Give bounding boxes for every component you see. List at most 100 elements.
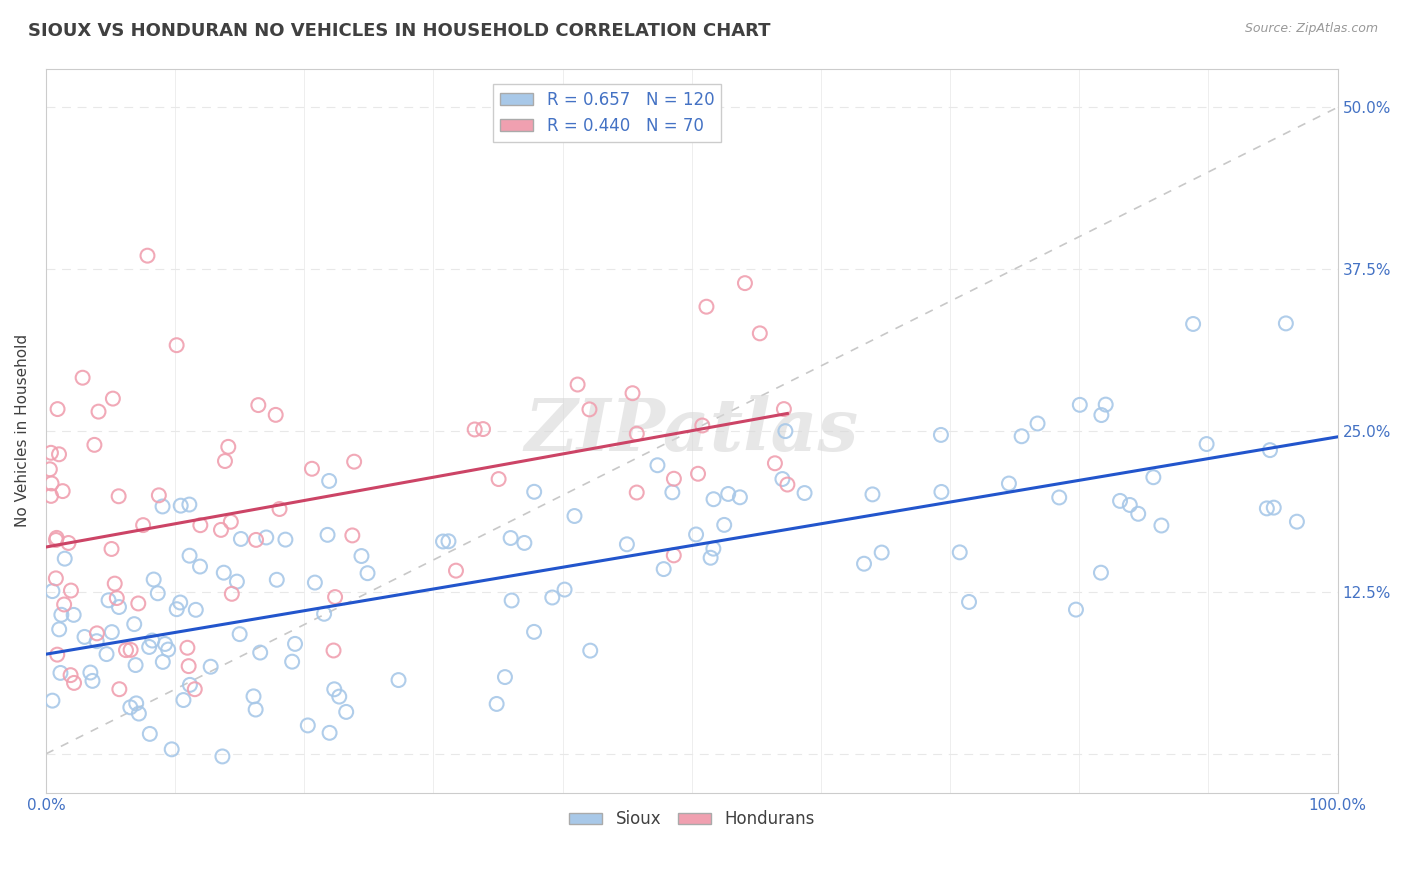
Point [41, 476, 63, 491]
Point [125, 697, 148, 711]
Point [523, 484, 546, 499]
Point [82, 673, 104, 688]
Text: SIOUX VS HONDURAN NO VEHICLES IN HOUSEHOLD CORRELATION CHART: SIOUX VS HONDURAN NO VEHICLES IN HOUSEHO… [28, 22, 770, 40]
Point [108, 682, 131, 697]
Point [245, 533, 267, 547]
Point [485, 697, 508, 711]
Point [59, 668, 82, 682]
Point [166, 338, 188, 352]
Point [702, 541, 724, 556]
Point [734, 276, 756, 290]
Point [179, 549, 201, 563]
Point [748, 326, 770, 341]
Point [229, 532, 252, 546]
Point [567, 377, 589, 392]
Point [219, 515, 242, 529]
Point [713, 517, 735, 532]
Point [146, 586, 169, 600]
Point [853, 557, 876, 571]
Point [127, 597, 149, 611]
Point [45, 533, 67, 547]
Point [124, 658, 146, 673]
Point [626, 485, 648, 500]
Point [45, 531, 67, 545]
Point [499, 531, 522, 545]
Point [870, 545, 893, 559]
Point [662, 549, 685, 563]
Point [322, 643, 344, 657]
Point [63, 676, 86, 690]
Point [242, 690, 264, 704]
Point [793, 486, 815, 500]
Point [73, 630, 96, 644]
Point [97, 593, 120, 607]
Point [101, 625, 124, 640]
Point [770, 472, 793, 486]
Point [269, 502, 291, 516]
Point [1256, 501, 1278, 516]
Point [350, 549, 373, 563]
Point [695, 300, 717, 314]
Point [661, 485, 683, 500]
Point [188, 559, 211, 574]
Point [96, 647, 118, 661]
Point [184, 603, 207, 617]
Point [1064, 602, 1087, 616]
Point [652, 562, 675, 576]
Point [142, 573, 165, 587]
Point [53, 551, 76, 566]
Point [773, 402, 796, 417]
Point [1011, 429, 1033, 443]
Point [776, 477, 799, 491]
Point [513, 536, 536, 550]
Point [523, 624, 546, 639]
Point [138, 640, 160, 654]
Point [1128, 507, 1150, 521]
Point [318, 726, 340, 740]
Point [141, 633, 163, 648]
Point [209, 523, 232, 537]
Point [437, 534, 460, 549]
Point [49, 665, 72, 680]
Point [45, 571, 67, 585]
Point [128, 706, 150, 721]
Point [356, 566, 378, 581]
Point [541, 591, 564, 605]
Point [225, 574, 247, 589]
Point [254, 531, 277, 545]
Point [444, 564, 467, 578]
Point [247, 398, 270, 412]
Point [314, 607, 336, 621]
Point [160, 742, 183, 756]
Point [53, 598, 76, 612]
Point [115, 643, 138, 657]
Point [264, 408, 287, 422]
Point [699, 550, 721, 565]
Point [1150, 518, 1173, 533]
Point [472, 422, 495, 436]
Point [1026, 417, 1049, 431]
Point [1094, 398, 1116, 412]
Point [554, 582, 576, 597]
Point [662, 472, 685, 486]
Point [931, 485, 953, 500]
Point [217, 440, 239, 454]
Point [108, 600, 131, 615]
Point [763, 456, 786, 470]
Point [1285, 515, 1308, 529]
Point [616, 537, 638, 551]
Point [245, 702, 267, 716]
Point [120, 643, 142, 657]
Point [166, 602, 188, 616]
Point [212, 566, 235, 580]
Point [488, 472, 510, 486]
Point [1258, 443, 1281, 458]
Point [1182, 317, 1205, 331]
Point [86, 626, 108, 640]
Point [281, 655, 304, 669]
Point [221, 587, 243, 601]
Point [249, 646, 271, 660]
Point [284, 637, 307, 651]
Point [301, 462, 323, 476]
Point [717, 487, 740, 501]
